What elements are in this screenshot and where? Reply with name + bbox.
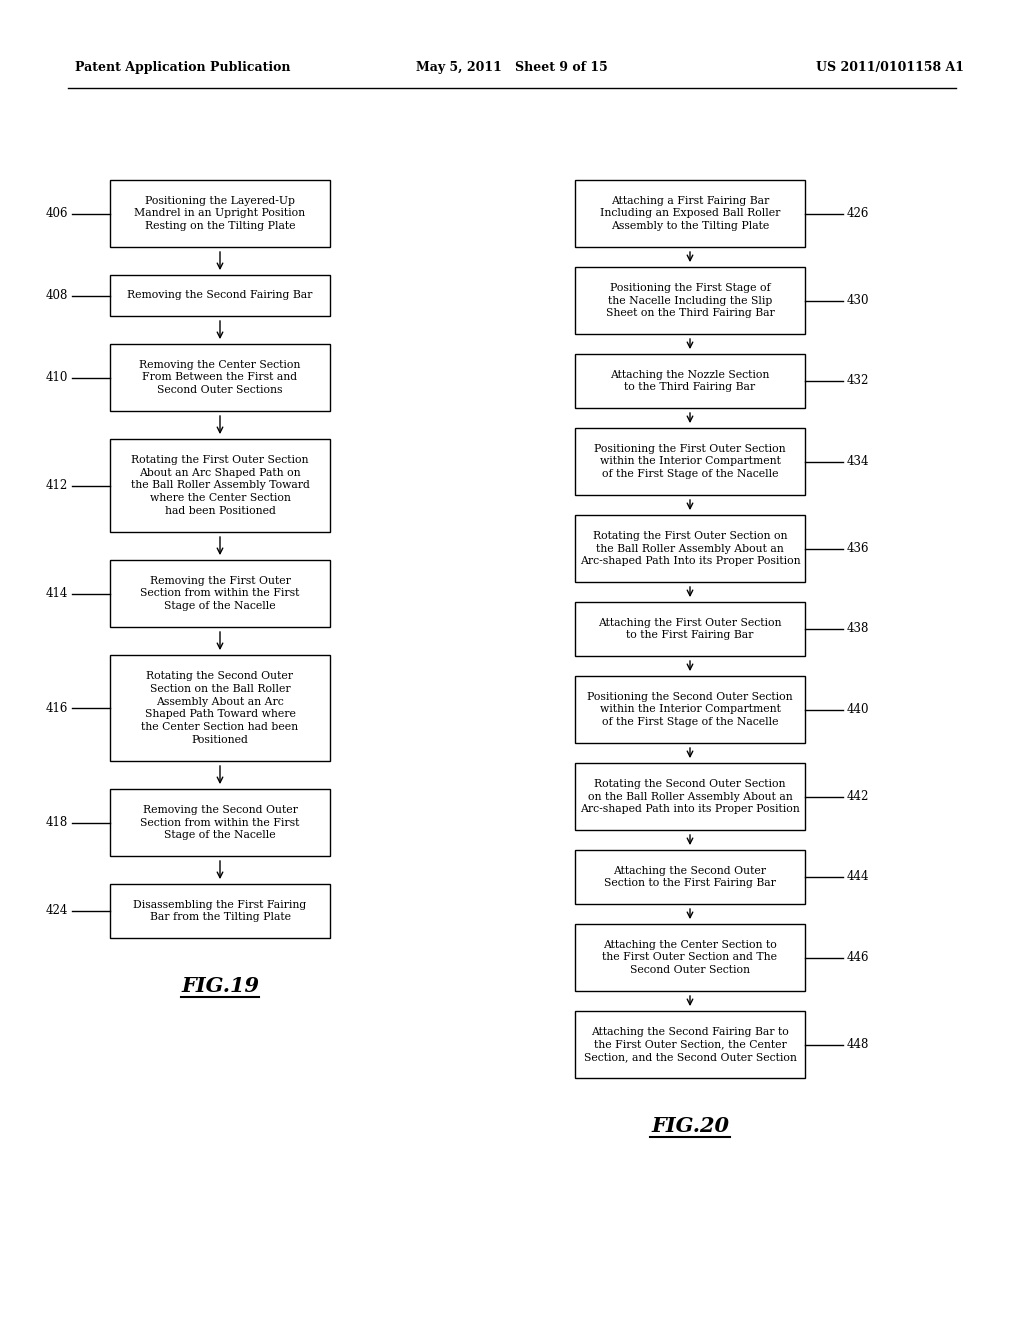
Text: FIG.20: FIG.20 [651, 1115, 729, 1137]
Text: Removing the Center Section
From Between the First and
Second Outer Sections: Removing the Center Section From Between… [139, 360, 301, 395]
Text: Removing the First Outer
Section from within the First
Stage of the Nacelle: Removing the First Outer Section from wi… [140, 576, 300, 611]
Text: Patent Application Publication: Patent Application Publication [75, 62, 291, 74]
Bar [110, 345, 330, 411]
Text: 436: 436 [847, 543, 869, 554]
Text: Attaching the Second Fairing Bar to
the First Outer Section, the Center
Section,: Attaching the Second Fairing Bar to the … [584, 1027, 797, 1063]
Text: Attaching the Second Outer
Section to the First Fairing Bar: Attaching the Second Outer Section to th… [604, 866, 776, 888]
Text: Positioning the First Stage of
the Nacelle Including the Slip
Sheet on the Third: Positioning the First Stage of the Nacel… [605, 282, 774, 318]
Text: 440: 440 [847, 704, 869, 715]
Bar [110, 884, 330, 939]
Text: 406: 406 [45, 207, 68, 220]
Text: Attaching the Center Section to
the First Outer Section and The
Second Outer Sec: Attaching the Center Section to the Firs… [602, 940, 777, 975]
Text: 432: 432 [847, 375, 869, 388]
Bar [110, 180, 330, 247]
Text: 448: 448 [847, 1038, 869, 1051]
Bar [575, 850, 805, 904]
Text: 434: 434 [847, 455, 869, 469]
Bar [575, 924, 805, 991]
Text: May 5, 2011   Sheet 9 of 15: May 5, 2011 Sheet 9 of 15 [416, 62, 608, 74]
Text: 442: 442 [847, 789, 869, 803]
Bar [110, 789, 330, 855]
Text: 426: 426 [847, 207, 869, 220]
Bar [575, 1011, 805, 1078]
Bar [575, 180, 805, 247]
Text: 416: 416 [46, 701, 68, 714]
Text: 444: 444 [847, 870, 869, 883]
Text: Rotating the Second Outer
Section on the Ball Roller
Assembly About an Arc
Shape: Rotating the Second Outer Section on the… [141, 671, 299, 744]
Text: Rotating the First Outer Section
About an Arc Shaped Path on
the Ball Roller Ass: Rotating the First Outer Section About a… [131, 455, 309, 516]
Text: Positioning the Layered-Up
Mandrel in an Upright Position
Resting on the Tilting: Positioning the Layered-Up Mandrel in an… [134, 195, 305, 231]
Text: Positioning the Second Outer Section
within the Interior Compartment
of the Firs: Positioning the Second Outer Section wit… [587, 692, 793, 727]
Text: Positioning the First Outer Section
within the Interior Compartment
of the First: Positioning the First Outer Section with… [594, 444, 785, 479]
Text: 438: 438 [847, 623, 869, 635]
Text: 412: 412 [46, 479, 68, 492]
Text: Disassembling the First Fairing
Bar from the Tilting Plate: Disassembling the First Fairing Bar from… [133, 900, 306, 923]
Bar [575, 267, 805, 334]
Bar [575, 354, 805, 408]
Text: 410: 410 [46, 371, 68, 384]
Bar [575, 676, 805, 743]
Text: Rotating the First Outer Section on
the Ball Roller Assembly About an
Arc-shaped: Rotating the First Outer Section on the … [580, 531, 801, 566]
Text: Removing the Second Outer
Section from within the First
Stage of the Nacelle: Removing the Second Outer Section from w… [140, 805, 300, 841]
Bar [575, 515, 805, 582]
Text: Rotating the Second Outer Section
on the Ball Roller Assembly About an
Arc-shape: Rotating the Second Outer Section on the… [581, 779, 800, 814]
Text: 430: 430 [847, 294, 869, 308]
Bar [110, 440, 330, 532]
Text: 418: 418 [46, 816, 68, 829]
Bar [575, 602, 805, 656]
Text: Removing the Second Fairing Bar: Removing the Second Fairing Bar [127, 290, 312, 301]
Text: 408: 408 [46, 289, 68, 302]
Bar [575, 763, 805, 830]
Text: FIG.19: FIG.19 [181, 975, 259, 997]
Text: Attaching the First Outer Section
to the First Fairing Bar: Attaching the First Outer Section to the… [598, 618, 781, 640]
Text: US 2011/0101158 A1: US 2011/0101158 A1 [816, 62, 964, 74]
Bar [110, 275, 330, 315]
Bar [110, 655, 330, 762]
Bar [575, 428, 805, 495]
Bar [110, 560, 330, 627]
Text: Attaching the Nozzle Section
to the Third Fairing Bar: Attaching the Nozzle Section to the Thir… [610, 370, 770, 392]
Text: 424: 424 [46, 904, 68, 917]
Text: 446: 446 [847, 950, 869, 964]
Text: 414: 414 [46, 587, 68, 601]
Text: Attaching a First Fairing Bar
Including an Exposed Ball Roller
Assembly to the T: Attaching a First Fairing Bar Including … [600, 195, 780, 231]
